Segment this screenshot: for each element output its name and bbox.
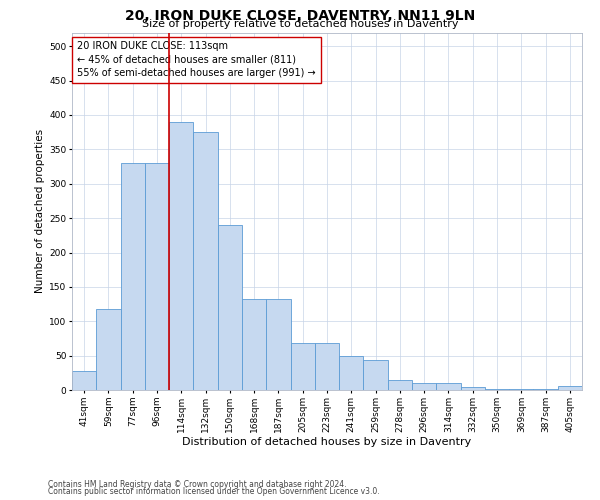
Text: 20, IRON DUKE CLOSE, DAVENTRY, NN11 9LN: 20, IRON DUKE CLOSE, DAVENTRY, NN11 9LN — [125, 9, 475, 23]
Y-axis label: Number of detached properties: Number of detached properties — [35, 129, 45, 294]
Bar — [388, 380, 412, 390]
Bar — [290, 343, 315, 390]
Bar — [266, 298, 290, 390]
Bar — [533, 388, 558, 390]
Bar — [558, 386, 582, 390]
Bar — [315, 343, 339, 390]
Bar — [169, 122, 193, 390]
Text: Contains public sector information licensed under the Open Government Licence v3: Contains public sector information licen… — [48, 487, 380, 496]
Bar — [72, 372, 96, 390]
Text: Size of property relative to detached houses in Daventry: Size of property relative to detached ho… — [142, 19, 458, 29]
Bar — [364, 360, 388, 390]
Bar — [461, 386, 485, 390]
Text: 20 IRON DUKE CLOSE: 113sqm
← 45% of detached houses are smaller (811)
55% of sem: 20 IRON DUKE CLOSE: 113sqm ← 45% of deta… — [77, 42, 316, 78]
Bar — [218, 225, 242, 390]
Bar — [412, 383, 436, 390]
Bar — [193, 132, 218, 390]
Bar — [96, 309, 121, 390]
Bar — [339, 356, 364, 390]
X-axis label: Distribution of detached houses by size in Daventry: Distribution of detached houses by size … — [182, 438, 472, 448]
Bar — [242, 298, 266, 390]
Bar — [509, 388, 533, 390]
Bar — [485, 388, 509, 390]
Text: Contains HM Land Registry data © Crown copyright and database right 2024.: Contains HM Land Registry data © Crown c… — [48, 480, 347, 489]
Bar — [121, 163, 145, 390]
Bar — [436, 383, 461, 390]
Bar — [145, 163, 169, 390]
